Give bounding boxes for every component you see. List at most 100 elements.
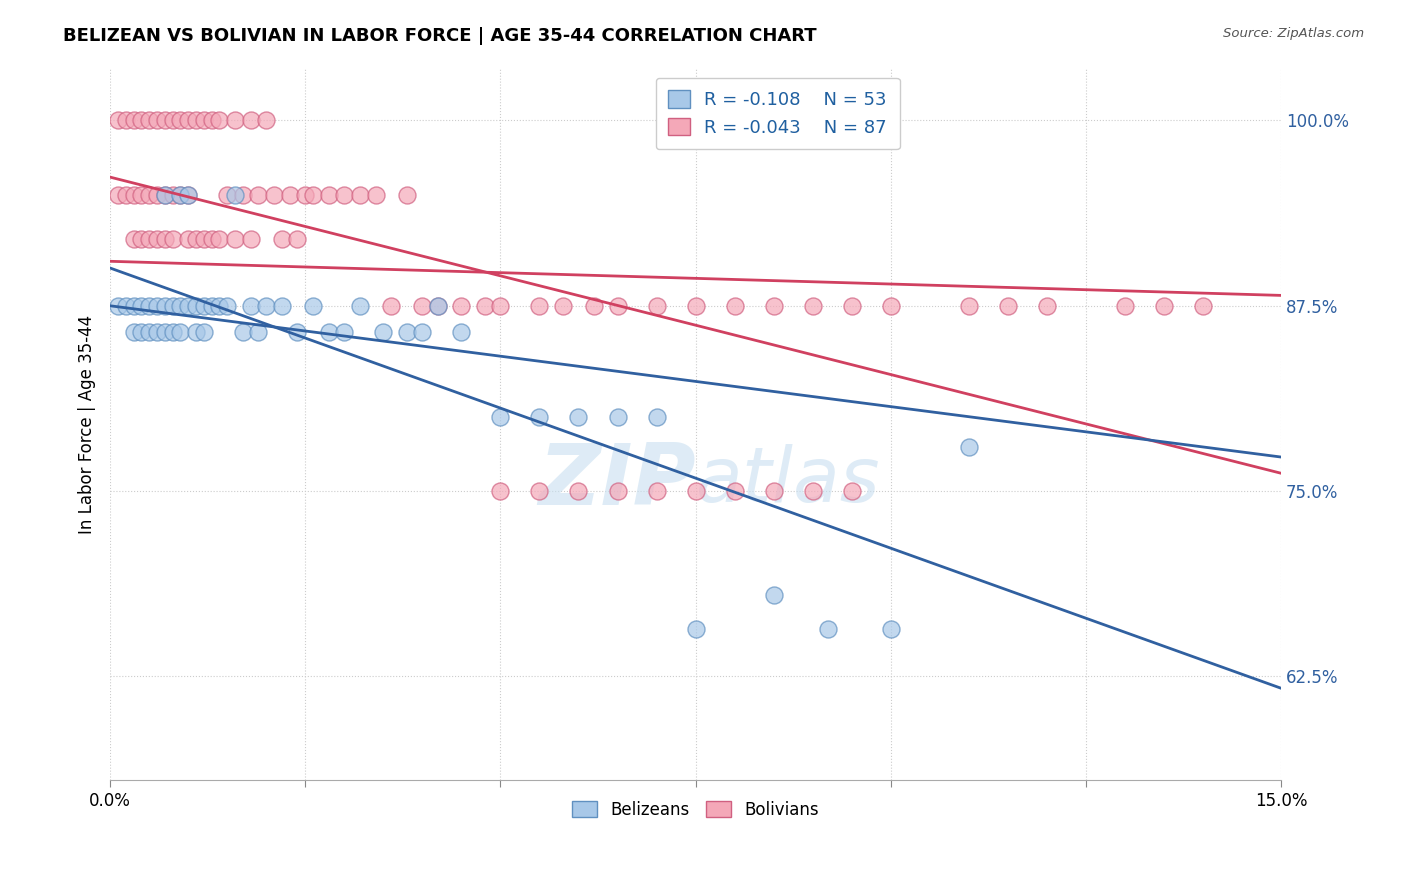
Point	[1114, 299, 1136, 313]
Point	[723, 484, 745, 499]
Point	[193, 299, 215, 313]
Point	[153, 232, 176, 246]
Point	[762, 484, 785, 499]
Point	[427, 299, 450, 313]
Point	[287, 232, 309, 246]
Legend: Belizeans, Bolivians: Belizeans, Bolivians	[565, 794, 825, 825]
Point	[122, 187, 145, 202]
Point	[239, 113, 262, 128]
Point	[411, 299, 433, 313]
Point	[254, 113, 277, 128]
Point	[318, 326, 340, 340]
Point	[567, 484, 589, 499]
Point	[801, 299, 824, 313]
Point	[107, 113, 129, 128]
Point	[474, 299, 496, 313]
Point	[287, 326, 309, 340]
Point	[879, 622, 901, 636]
Point	[302, 187, 325, 202]
Point	[193, 326, 215, 340]
Point	[395, 187, 418, 202]
Point	[131, 113, 153, 128]
Point	[879, 299, 901, 313]
Point	[208, 113, 231, 128]
Point	[645, 484, 668, 499]
Text: ZIP: ZIP	[538, 440, 696, 523]
Point	[208, 299, 231, 313]
Point	[153, 187, 176, 202]
Point	[177, 187, 200, 202]
Point	[184, 299, 207, 313]
Point	[817, 622, 839, 636]
Point	[997, 299, 1019, 313]
Point	[224, 113, 246, 128]
Point	[349, 187, 371, 202]
Point	[201, 113, 224, 128]
Point	[685, 299, 707, 313]
Point	[208, 232, 231, 246]
Point	[957, 440, 980, 454]
Point	[380, 299, 402, 313]
Point	[239, 232, 262, 246]
Point	[841, 484, 863, 499]
Point	[177, 187, 200, 202]
Point	[489, 409, 512, 424]
Point	[762, 299, 785, 313]
Point	[114, 187, 136, 202]
Text: BELIZEAN VS BOLIVIAN IN LABOR FORCE | AGE 35-44 CORRELATION CHART: BELIZEAN VS BOLIVIAN IN LABOR FORCE | AG…	[63, 27, 817, 45]
Point	[107, 299, 129, 313]
Point	[302, 299, 325, 313]
Point	[153, 299, 176, 313]
Point	[107, 187, 129, 202]
Point	[177, 113, 200, 128]
Point	[122, 326, 145, 340]
Point	[177, 299, 200, 313]
Point	[450, 326, 472, 340]
Point	[114, 299, 136, 313]
Point	[450, 299, 472, 313]
Point	[193, 113, 215, 128]
Point	[122, 232, 145, 246]
Point	[146, 299, 169, 313]
Point	[1153, 299, 1175, 313]
Point	[217, 299, 239, 313]
Point	[169, 187, 191, 202]
Point	[529, 409, 551, 424]
Point	[169, 299, 191, 313]
Point	[146, 232, 169, 246]
Point	[138, 326, 160, 340]
Point	[153, 187, 176, 202]
Point	[801, 484, 824, 499]
Point	[122, 113, 145, 128]
Point	[278, 187, 301, 202]
Point	[217, 187, 239, 202]
Point	[1192, 299, 1215, 313]
Point	[193, 232, 215, 246]
Point	[254, 299, 277, 313]
Point	[138, 299, 160, 313]
Point	[162, 232, 184, 246]
Point	[146, 113, 169, 128]
Point	[685, 484, 707, 499]
Text: Source: ZipAtlas.com: Source: ZipAtlas.com	[1223, 27, 1364, 40]
Point	[551, 299, 574, 313]
Point	[489, 484, 512, 499]
Point	[294, 187, 316, 202]
Point	[146, 187, 169, 202]
Text: atlas: atlas	[696, 444, 880, 518]
Point	[395, 326, 418, 340]
Point	[201, 299, 224, 313]
Point	[169, 187, 191, 202]
Point	[146, 326, 169, 340]
Point	[263, 187, 285, 202]
Point	[762, 588, 785, 602]
Point	[122, 299, 145, 313]
Point	[529, 299, 551, 313]
Point	[114, 113, 136, 128]
Point	[131, 326, 153, 340]
Point	[224, 232, 246, 246]
Point	[162, 326, 184, 340]
Point	[201, 232, 224, 246]
Point	[364, 187, 387, 202]
Point	[162, 187, 184, 202]
